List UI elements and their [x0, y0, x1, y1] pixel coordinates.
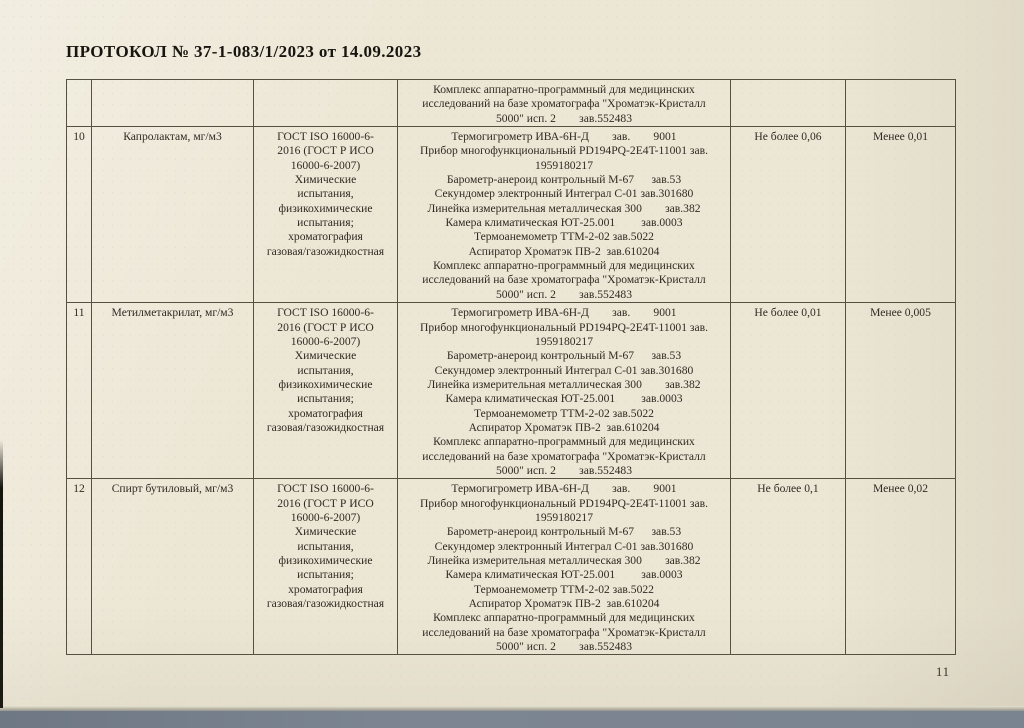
- cell-method: ГОСТ ISO 16000-6- 2016 (ГОСТ Р ИСО 16000…: [253, 302, 398, 480]
- scanner-bed-background: [0, 711, 1024, 728]
- cell-row-number: [66, 78, 92, 128]
- cell-substance: Метилметакрилат, мг/м3: [91, 302, 254, 480]
- table-row-carryover: Комплекс аппаратно-программный для медиц…: [66, 78, 956, 128]
- cell-norm: Не более 0,1: [730, 478, 846, 656]
- cell-row-number: 12: [66, 478, 92, 656]
- paper-bottom-shadow: [0, 706, 1024, 711]
- table-row: 11 Метилметакрилат, мг/м3 ГОСТ ISO 16000…: [66, 302, 956, 480]
- cell-result: [845, 78, 956, 128]
- cell-method: ГОСТ ISO 16000-6- 2016 (ГОСТ Р ИСО 16000…: [253, 126, 398, 304]
- table-row: 12 Спирт бутиловый, мг/м3 ГОСТ ISO 16000…: [66, 478, 956, 656]
- results-table: Комплекс аппаратно-программный для медиц…: [66, 78, 956, 656]
- cell-method: ГОСТ ISO 16000-6- 2016 (ГОСТ Р ИСО 16000…: [253, 478, 398, 656]
- cell-equipment: Комплекс аппаратно-программный для медиц…: [397, 78, 731, 128]
- cell-result: Менее 0,01: [845, 126, 956, 304]
- cell-row-number: 11: [66, 302, 92, 480]
- page-number: 11: [936, 665, 951, 679]
- scan-left-edge-shadow: [0, 440, 3, 708]
- cell-norm: Не более 0,06: [730, 126, 846, 304]
- cell-method: [253, 78, 398, 128]
- protocol-title: ПРОТОКОЛ № 37-1-083/1/2023 от 14.09.2023: [66, 42, 422, 61]
- cell-norm: Не более 0,01: [730, 302, 846, 480]
- cell-norm: [730, 78, 846, 128]
- cell-substance: [91, 78, 254, 128]
- cell-row-number: 10: [66, 126, 92, 304]
- table-row: 10 Капролактам, мг/м3 ГОСТ ISO 16000-6- …: [66, 126, 956, 304]
- cell-equipment: Термогигрометр ИВА-6Н-Д зав. 9001 Прибор…: [397, 302, 731, 480]
- cell-result: Менее 0,02: [845, 478, 956, 656]
- cell-substance: Капролактам, мг/м3: [91, 126, 254, 304]
- cell-substance: Спирт бутиловый, мг/м3: [91, 478, 254, 656]
- cell-equipment: Термогигрометр ИВА-6Н-Д зав. 9001 Прибор…: [397, 478, 731, 656]
- cell-equipment: Термогигрометр ИВА-6Н-Д зав. 9001 Прибор…: [397, 126, 731, 304]
- cell-result: Менее 0,005: [845, 302, 956, 480]
